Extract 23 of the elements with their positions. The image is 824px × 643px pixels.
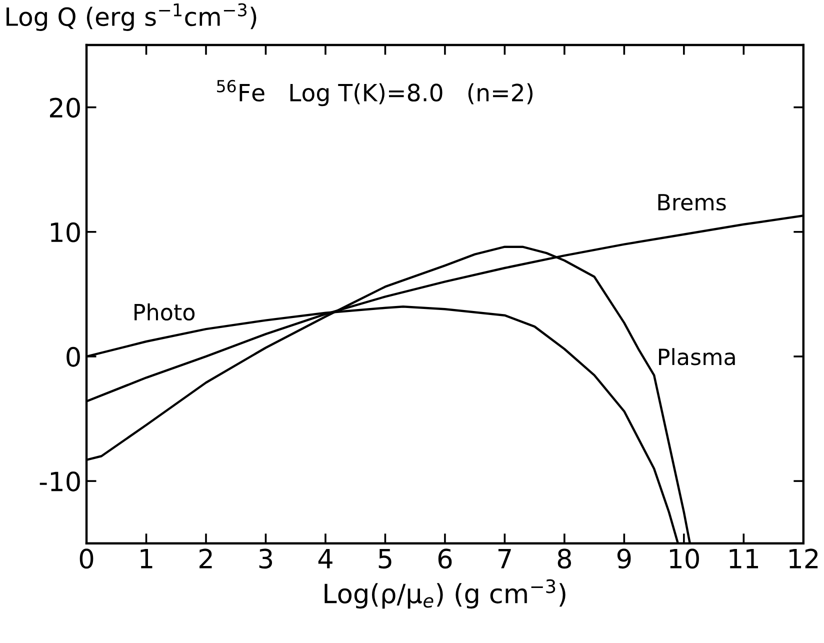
x-tick-label: 7 (498, 549, 511, 568)
x-tick-label: 6 (438, 548, 452, 569)
x-tick-label: 9 (617, 548, 631, 569)
series-label: Brems (658, 194, 726, 211)
x-tick-label: 3 (259, 548, 272, 569)
series-label: Plasma (659, 348, 735, 366)
x-tick-label: 11 (730, 549, 758, 568)
x-tick-label: 5 (378, 549, 392, 569)
y-tick-label: -10 (40, 471, 80, 492)
x-tick-label: 2 (200, 548, 212, 568)
x-tick-label: 1 (140, 549, 152, 568)
x-axis-title: Log(ρ/μ$_{e}$) (g cm$^{−3}$) (324, 579, 566, 609)
x-tick-label: 10 (670, 548, 699, 569)
x-tick-label: 8 (558, 548, 572, 569)
annotation: $^{56}$Fe Log T(K)=8.0 (n=2) (217, 80, 533, 106)
y-tick-label: 0 (66, 346, 80, 367)
y-axis-title: Log Q (erg s$^{−1}$cm$^{−3}$) (6, 3, 256, 31)
x-tick-label: 0 (80, 548, 94, 569)
x-tick-label: 12 (790, 548, 818, 568)
y-tick-label: 20 (50, 98, 80, 118)
y-tick-label: 10 (50, 222, 80, 242)
series-label: Photo (134, 303, 195, 321)
x-tick-label: 4 (318, 549, 332, 568)
